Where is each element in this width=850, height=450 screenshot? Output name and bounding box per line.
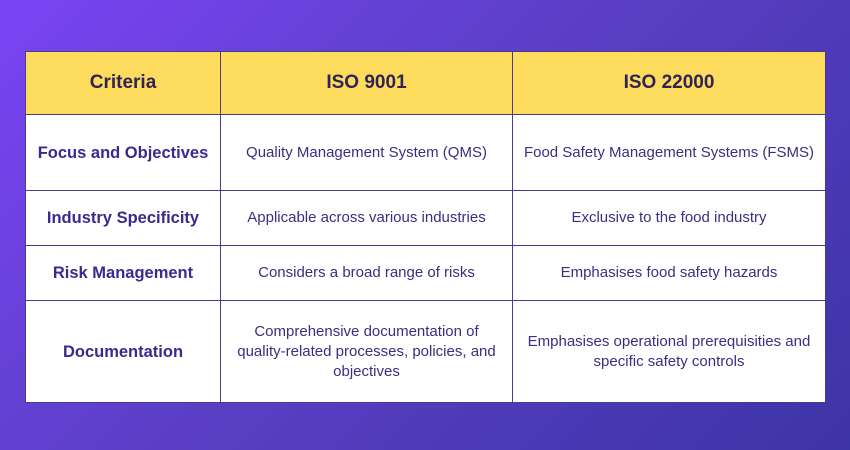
- criteria-cell: Industry Specificity: [25, 190, 221, 246]
- table-row: Risk Management Considers a broad range …: [25, 245, 826, 301]
- iso-22000-cell: Food Safety Management Systems (FSMS): [512, 114, 826, 191]
- table-row: Industry Specificity Applicable across v…: [25, 190, 826, 246]
- header-iso-22000: ISO 22000: [512, 51, 826, 115]
- iso-9001-cell: Quality Management System (QMS): [220, 114, 513, 191]
- iso-22000-cell: Exclusive to the food industry: [512, 190, 826, 246]
- criteria-cell: Focus and Objectives: [25, 114, 221, 191]
- iso-22000-cell: Emphasises food safety hazards: [512, 245, 826, 301]
- header-iso-9001: ISO 9001: [220, 51, 513, 115]
- comparison-table-container: Criteria ISO 9001 ISO 22000 Focus and Ob…: [25, 51, 826, 403]
- table-row: Focus and Objectives Quality Management …: [25, 114, 826, 191]
- iso-9001-cell: Applicable across various industries: [220, 190, 513, 246]
- criteria-cell: Documentation: [25, 300, 221, 403]
- comparison-table: Criteria ISO 9001 ISO 22000 Focus and Ob…: [25, 51, 826, 403]
- iso-9001-cell: Comprehensive documentation of quality-r…: [220, 300, 513, 403]
- criteria-cell: Risk Management: [25, 245, 221, 301]
- iso-22000-cell: Emphasises operational prerequisities an…: [512, 300, 826, 403]
- table-header-row: Criteria ISO 9001 ISO 22000: [25, 51, 826, 115]
- header-criteria: Criteria: [25, 51, 221, 115]
- iso-9001-cell: Considers a broad range of risks: [220, 245, 513, 301]
- table-row: Documentation Comprehensive documentatio…: [25, 300, 826, 403]
